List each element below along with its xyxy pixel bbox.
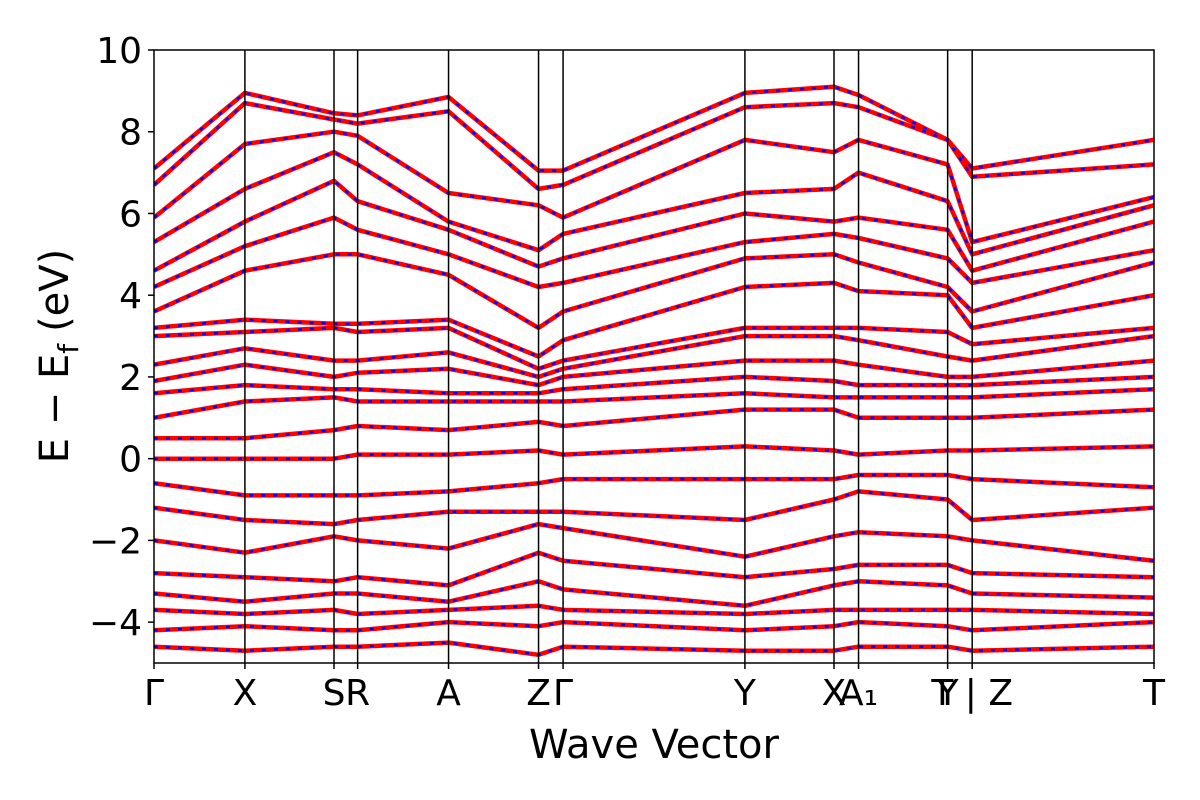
x-tick-label-1: X: [233, 673, 258, 714]
x-tick-label-2: S: [323, 673, 346, 714]
x-tick-label-12: T: [1142, 673, 1166, 714]
y-tick-label-7: 10: [96, 31, 142, 72]
y-tick-label-1: −2: [89, 521, 142, 562]
y-axis-title-unit: (eV): [32, 249, 78, 332]
x-tick-label-3: R: [345, 673, 370, 714]
y-tick-label-3: 2: [119, 358, 142, 399]
y-tick-label-5: 6: [119, 194, 142, 235]
x-tick-label-8: X: [822, 673, 847, 714]
y-axis-title-main: E − E: [32, 354, 78, 464]
x-tick-label-9: A₁: [839, 673, 878, 714]
y-tick-label-4: 4: [119, 276, 142, 317]
y-tick-label-2: 0: [119, 440, 142, 481]
y-axis-title-subscript: f: [52, 343, 85, 354]
x-tick-label-5: Z: [526, 673, 551, 714]
y-axis-ticks: −4 −2 0 2 4 6 8 10: [89, 31, 154, 644]
x-tick-label-4: A: [436, 673, 461, 714]
y-axis-title: E − Ef (eV): [32, 249, 85, 464]
x-tick-label-7: Y: [733, 673, 757, 714]
x-tick-label-6: Γ: [553, 673, 573, 714]
plot-frame: [153, 49, 1155, 664]
y-tick-label-0: −4: [89, 603, 142, 644]
x-tick-label-11: T | Z: [930, 673, 1013, 714]
x-axis-title: Wave Vector: [529, 722, 780, 768]
y-tick-label-6: 8: [119, 113, 142, 154]
x-tick-label-10: Y: [936, 673, 960, 714]
high-symmetry-lines: [244, 50, 973, 663]
x-tick-label-0: Γ: [144, 673, 164, 714]
